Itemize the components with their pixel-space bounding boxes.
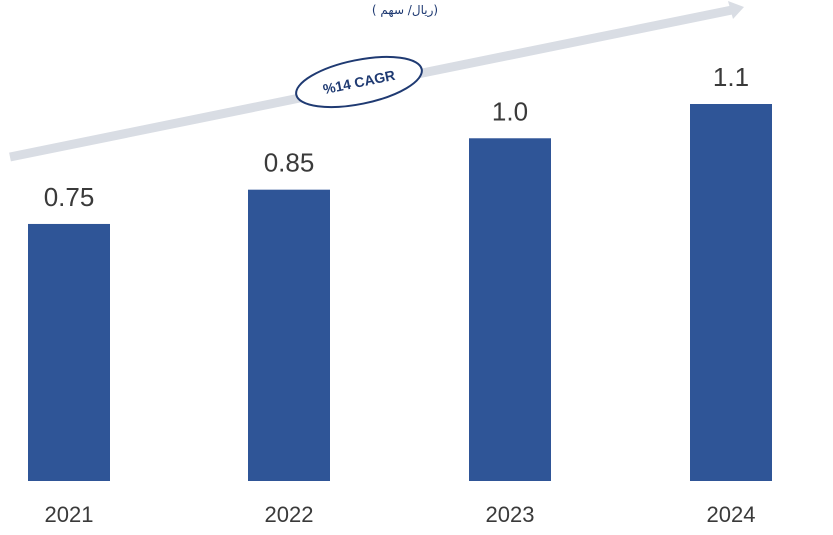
bar-2023 xyxy=(469,138,551,482)
cagr-ellipse xyxy=(295,55,423,109)
bar-2022 xyxy=(248,189,330,481)
value-label-2024: 1.1 xyxy=(713,62,749,92)
x-tick-2023: 2023 xyxy=(486,502,535,527)
trend-arrow-head xyxy=(728,1,744,19)
bar-2021 xyxy=(28,223,110,482)
x-tick-2022: 2022 xyxy=(265,502,314,527)
bars xyxy=(28,104,772,482)
x-tick-2021: 2021 xyxy=(45,502,94,527)
unit-label: ( ريال/ سهم) xyxy=(372,3,438,18)
value-label-2022: 0.85 xyxy=(264,148,315,178)
x-axis-ticks: 2021 2022 2023 2024 xyxy=(45,502,756,527)
value-label-2023: 1.0 xyxy=(492,96,528,126)
value-labels: 0.75 0.85 1.0 1.1 xyxy=(44,62,749,212)
bar-2024 xyxy=(690,104,772,481)
x-tick-2024: 2024 xyxy=(707,502,756,527)
cagr-trend-arrow: %14 CAGR xyxy=(9,1,744,162)
value-label-2021: 0.75 xyxy=(44,182,95,212)
